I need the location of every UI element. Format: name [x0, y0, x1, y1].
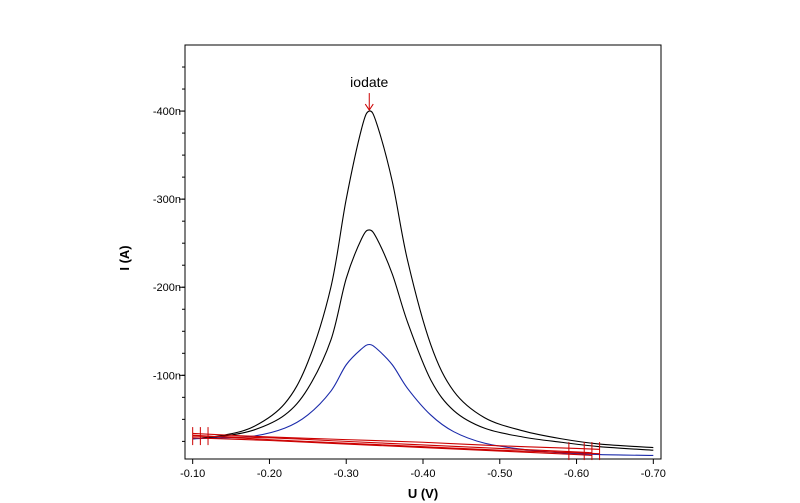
annotation-layer: iodate [350, 74, 389, 111]
x-axis-title: U (V) [408, 486, 438, 501]
series-line-1 [192, 110, 654, 449]
series-line-4 [192, 435, 592, 454]
series-layer [192, 110, 654, 457]
series-line-7 [192, 434, 600, 455]
series-line-6 [192, 432, 600, 450]
series-line-5 [192, 437, 592, 457]
x-tick-label: -0.70 [641, 468, 666, 480]
x-tick-label: -0.10 [180, 468, 205, 480]
x-tick-label: -0.50 [487, 468, 512, 480]
series-line-2 [192, 229, 654, 451]
x-tick-label: -0.60 [564, 468, 589, 480]
x-tick-label: -0.30 [334, 468, 359, 480]
x-tick-label: -0.40 [410, 468, 435, 480]
plot-frame [184, 44, 662, 460]
y-tick-label: -200n [153, 282, 181, 294]
y-tick-label: -400n [153, 106, 181, 118]
marker-layer [192, 427, 601, 461]
x-tick-label: -0.20 [257, 468, 282, 480]
y-tick-label: -100n [153, 370, 181, 382]
y-axis-ticks: -100n -200n -300n -400n [153, 106, 185, 382]
x-axis-ticks: -0.10 -0.20 -0.30 -0.40 -0.50 -0.60 -0.70 [180, 459, 666, 480]
annotation-label: iodate [350, 74, 388, 90]
annotation-arrow-head [364, 103, 374, 111]
y-axis-title: I (A) [117, 245, 132, 270]
y-tick-label: -300n [153, 194, 181, 206]
